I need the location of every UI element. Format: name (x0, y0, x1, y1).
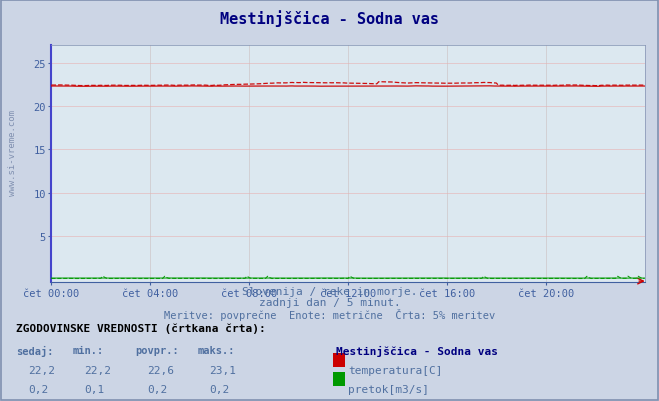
Text: 0,1: 0,1 (84, 384, 105, 394)
Text: ZGODOVINSKE VREDNOSTI (črtkana črta):: ZGODOVINSKE VREDNOSTI (črtkana črta): (16, 323, 266, 333)
Text: min.:: min.: (72, 345, 103, 355)
Text: maks.:: maks.: (198, 345, 235, 355)
Text: 22,2: 22,2 (28, 365, 55, 375)
Text: Meritve: povprečne  Enote: metrične  Črta: 5% meritev: Meritve: povprečne Enote: metrične Črta:… (164, 308, 495, 320)
Text: zadnji dan / 5 minut.: zadnji dan / 5 minut. (258, 297, 401, 307)
Text: povpr.:: povpr.: (135, 345, 179, 355)
Text: temperatura[C]: temperatura[C] (348, 365, 442, 375)
Text: sedaj:: sedaj: (16, 345, 54, 356)
Text: Mestinjščica - Sodna vas: Mestinjščica - Sodna vas (336, 345, 498, 356)
Text: 22,2: 22,2 (84, 365, 111, 375)
Text: www.si-vreme.com: www.si-vreme.com (8, 109, 17, 195)
Text: 0,2: 0,2 (28, 384, 49, 394)
Text: Slovenija / reke in morje.: Slovenija / reke in morje. (242, 286, 417, 296)
Text: 0,2: 0,2 (210, 384, 230, 394)
Text: 0,2: 0,2 (147, 384, 167, 394)
Text: pretok[m3/s]: pretok[m3/s] (348, 384, 429, 394)
Text: 23,1: 23,1 (210, 365, 237, 375)
Text: Mestinjščica - Sodna vas: Mestinjščica - Sodna vas (220, 10, 439, 27)
Text: 22,6: 22,6 (147, 365, 174, 375)
